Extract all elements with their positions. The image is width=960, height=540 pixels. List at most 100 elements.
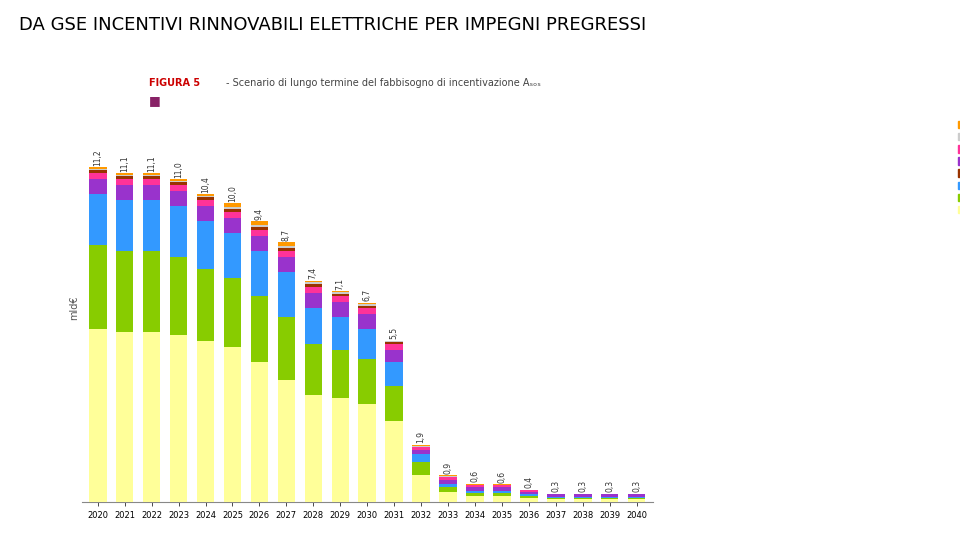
Bar (170, 335, 187, 502)
Bar (467, 496, 484, 502)
Bar (601, 496, 618, 498)
Text: 7,4: 7,4 (309, 267, 318, 279)
Text: FIGURA 5: FIGURA 5 (149, 78, 200, 89)
Bar (628, 496, 645, 498)
Bar (116, 200, 133, 251)
Bar (331, 296, 349, 302)
Bar (170, 185, 187, 191)
Text: 9,4: 9,4 (255, 207, 264, 220)
Bar (358, 306, 376, 308)
Bar (197, 269, 214, 341)
Bar (385, 421, 403, 502)
Bar (413, 475, 430, 502)
Bar (170, 179, 187, 181)
Bar (251, 251, 268, 296)
Bar (358, 314, 376, 329)
Bar (251, 362, 268, 502)
Bar (413, 450, 430, 454)
Text: 7,1: 7,1 (336, 278, 345, 290)
Bar (277, 251, 295, 257)
Text: 0,3: 0,3 (605, 480, 614, 492)
Bar (143, 176, 160, 179)
Text: 6,7: 6,7 (363, 289, 372, 301)
Bar (440, 484, 457, 487)
Bar (440, 480, 457, 484)
Bar (547, 496, 564, 498)
Bar (440, 492, 457, 502)
Bar (331, 350, 349, 397)
Bar (304, 284, 322, 287)
Bar (116, 332, 133, 502)
Bar (170, 182, 187, 185)
Bar (628, 495, 645, 496)
Bar (251, 221, 268, 225)
Bar (413, 462, 430, 475)
Text: 11,2: 11,2 (93, 149, 103, 166)
Bar (277, 380, 295, 502)
Bar (304, 293, 322, 308)
Bar (385, 343, 403, 350)
Bar (385, 350, 403, 362)
Bar (89, 245, 107, 329)
Bar (304, 343, 322, 395)
Text: - Scenario di lungo termine del fabbisogno di incentivazione Aₛₒₛ: - Scenario di lungo termine del fabbisog… (226, 78, 540, 89)
Bar (277, 242, 295, 246)
Bar (601, 494, 618, 495)
Bar (574, 499, 591, 502)
Bar (143, 200, 160, 251)
Bar (304, 282, 322, 284)
Bar (304, 395, 322, 502)
Text: 11,1: 11,1 (120, 155, 130, 172)
Bar (440, 475, 457, 476)
Bar (493, 492, 511, 496)
Bar (628, 499, 645, 502)
Bar (304, 308, 322, 343)
Bar (493, 490, 511, 492)
Text: 5,5: 5,5 (390, 327, 398, 339)
Bar (143, 185, 160, 200)
Bar (251, 230, 268, 236)
Bar (520, 495, 538, 496)
Bar (358, 303, 376, 304)
Bar (251, 296, 268, 362)
Bar (331, 397, 349, 502)
Bar (197, 341, 214, 502)
Bar (170, 191, 187, 206)
Bar (224, 347, 241, 502)
Text: 10,0: 10,0 (228, 185, 237, 201)
Bar (116, 173, 133, 175)
Bar (304, 281, 322, 282)
Bar (413, 446, 430, 447)
Bar (601, 495, 618, 496)
Bar (116, 175, 133, 176)
Bar (116, 251, 133, 332)
Bar (224, 209, 241, 212)
Bar (143, 173, 160, 175)
Bar (547, 498, 564, 499)
Bar (547, 495, 564, 496)
Bar (601, 498, 618, 499)
Bar (170, 206, 187, 257)
Text: 0,6: 0,6 (497, 471, 507, 483)
Bar (143, 175, 160, 176)
Bar (413, 448, 430, 450)
Bar (224, 278, 241, 347)
Bar (89, 194, 107, 245)
Bar (358, 329, 376, 359)
Bar (493, 485, 511, 487)
Bar (197, 221, 214, 269)
Legend: SSP, RID, D.M. 23/06/2016, D.M. 6/07/2012, CIF6/92, TO, Incentivo ex-CV, Conto E: SSP, RID, D.M. 23/06/2016, D.M. 6/07/201… (955, 118, 960, 218)
Bar (493, 496, 511, 502)
Text: 11,0: 11,0 (174, 161, 183, 178)
Bar (224, 218, 241, 233)
Bar (440, 476, 457, 477)
Text: 0,3: 0,3 (632, 480, 641, 492)
Bar (467, 485, 484, 487)
Bar (331, 292, 349, 294)
Bar (440, 487, 457, 492)
Bar (574, 496, 591, 498)
Bar (116, 176, 133, 179)
Bar (251, 227, 268, 230)
Text: ■: ■ (149, 94, 160, 107)
Bar (224, 203, 241, 207)
